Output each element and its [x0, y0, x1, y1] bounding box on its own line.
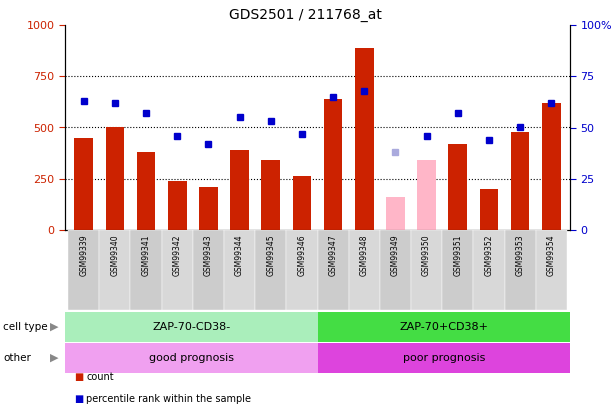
Bar — [505, 230, 536, 310]
Text: ZAP-70-CD38-: ZAP-70-CD38- — [152, 322, 230, 332]
Bar — [230, 150, 249, 230]
Bar — [262, 160, 280, 230]
Bar — [349, 230, 380, 310]
Text: GSM99350: GSM99350 — [422, 234, 431, 276]
Bar — [199, 187, 218, 230]
Text: GSM99341: GSM99341 — [142, 234, 150, 275]
Text: GSM99352: GSM99352 — [485, 234, 494, 275]
Bar — [355, 47, 373, 230]
Bar — [318, 343, 570, 373]
Bar — [137, 152, 155, 230]
Text: GSM99342: GSM99342 — [173, 234, 181, 275]
Bar — [318, 312, 570, 342]
Text: ■: ■ — [74, 372, 83, 382]
Bar — [162, 230, 193, 310]
Bar — [442, 230, 474, 310]
Bar — [417, 160, 436, 230]
Bar — [480, 189, 499, 230]
Text: ■: ■ — [74, 394, 83, 404]
Bar — [318, 230, 349, 310]
Bar — [255, 230, 287, 310]
Text: ▶: ▶ — [50, 353, 59, 363]
Text: GSM99353: GSM99353 — [516, 234, 525, 276]
Bar — [75, 138, 93, 230]
Bar — [224, 230, 255, 310]
Text: percentile rank within the sample: percentile rank within the sample — [86, 394, 251, 404]
Text: count: count — [86, 372, 114, 382]
Bar — [100, 230, 131, 310]
Bar — [542, 103, 561, 230]
Bar — [287, 230, 318, 310]
Bar — [131, 230, 162, 310]
Text: GSM99343: GSM99343 — [204, 234, 213, 276]
Bar — [324, 99, 342, 230]
Bar — [65, 343, 318, 373]
Bar — [380, 230, 411, 310]
Bar — [536, 230, 567, 310]
Bar — [386, 197, 404, 230]
Bar — [511, 132, 530, 230]
Bar — [106, 128, 124, 230]
Text: GSM99344: GSM99344 — [235, 234, 244, 276]
Text: cell type: cell type — [3, 322, 48, 332]
Text: poor prognosis: poor prognosis — [403, 353, 485, 363]
Text: ZAP-70+CD38+: ZAP-70+CD38+ — [399, 322, 488, 332]
Bar — [65, 312, 318, 342]
Text: GSM99349: GSM99349 — [391, 234, 400, 276]
Text: GSM99348: GSM99348 — [360, 234, 369, 275]
Text: other: other — [3, 353, 31, 363]
Text: GDS2501 / 211768_at: GDS2501 / 211768_at — [229, 8, 382, 22]
Text: good prognosis: good prognosis — [148, 353, 234, 363]
Bar — [193, 230, 224, 310]
Bar — [474, 230, 505, 310]
Text: GSM99340: GSM99340 — [111, 234, 119, 276]
Bar — [168, 181, 186, 230]
Bar — [68, 230, 100, 310]
Text: ▶: ▶ — [50, 322, 59, 332]
Text: GSM99346: GSM99346 — [298, 234, 306, 276]
Text: GSM99351: GSM99351 — [453, 234, 463, 275]
Text: GSM99345: GSM99345 — [266, 234, 275, 276]
Bar — [293, 176, 311, 230]
Text: GSM99347: GSM99347 — [329, 234, 338, 276]
Text: GSM99339: GSM99339 — [79, 234, 88, 276]
Bar — [411, 230, 442, 310]
Text: GSM99354: GSM99354 — [547, 234, 556, 276]
Bar — [448, 144, 467, 230]
